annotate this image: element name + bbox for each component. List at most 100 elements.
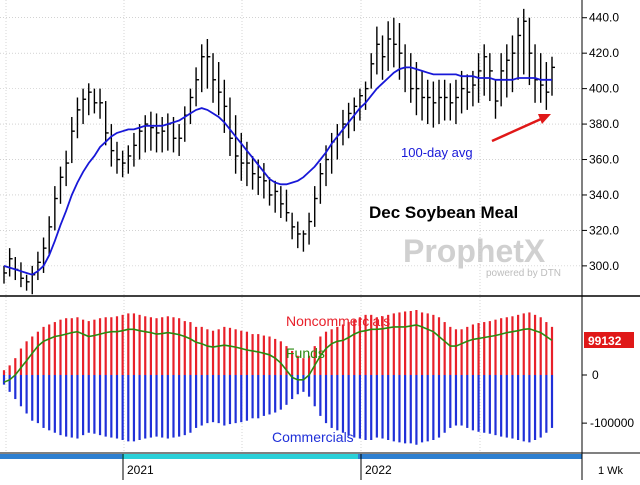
price-bar — [483, 44, 488, 96]
price-bar — [308, 212, 313, 245]
avg-annotation: 100-day avg — [401, 145, 473, 160]
price-bar — [25, 274, 30, 291]
price-bar — [195, 67, 200, 107]
price-bar — [274, 180, 279, 213]
price-bar — [460, 70, 465, 114]
price-bar — [223, 79, 228, 133]
x-label-2022: 2022 — [365, 463, 392, 477]
price-bar — [551, 56, 555, 96]
label-noncommercials: Noncommercials — [286, 313, 390, 329]
cot-tick-label: 0 — [592, 368, 599, 382]
price-bar — [201, 44, 205, 93]
price-bar — [251, 155, 256, 190]
price-bar — [297, 221, 301, 249]
price-bar — [82, 88, 87, 125]
price-bar — [20, 262, 24, 288]
price-bar — [240, 132, 245, 181]
moving-average-line — [3, 66, 552, 276]
gridlines — [0, 0, 582, 453]
price-bar — [3, 265, 7, 284]
scrollbar-thumb[interactable] — [122, 454, 358, 459]
price-bar — [410, 53, 414, 103]
price-bar — [8, 248, 13, 277]
price-bar — [54, 186, 58, 231]
price-bar — [37, 251, 41, 281]
price-bar — [246, 141, 250, 187]
trend-arrow — [491, 114, 551, 143]
price-bar — [121, 150, 126, 178]
price-bar — [76, 97, 81, 139]
current-value-label: 99132 — [588, 334, 622, 348]
price-bar — [116, 141, 120, 174]
period-label: 1 Wk — [598, 465, 624, 477]
label-commercials: Commercials — [272, 429, 354, 445]
price-bars-group — [3, 8, 555, 295]
price-bar — [144, 115, 149, 153]
price-tick-label: 440.0 — [589, 11, 619, 25]
chart-title: Dec Soybean Meal — [369, 203, 518, 222]
price-bar — [127, 145, 132, 174]
price-bar — [88, 83, 92, 116]
price-bar — [104, 101, 109, 146]
price-bar — [229, 97, 233, 156]
price-bar — [364, 81, 369, 110]
price-bar — [494, 79, 499, 119]
funds-line-group — [3, 324, 553, 383]
price-bar — [65, 150, 70, 187]
price-bar — [376, 26, 380, 75]
price-tick-label: 340.0 — [589, 188, 619, 202]
price-bar — [342, 109, 346, 146]
cot-bars-group — [2, 310, 554, 445]
price-bar — [523, 8, 527, 75]
price-bar — [545, 62, 550, 110]
price-tick-label: 400.0 — [589, 82, 619, 96]
price-tick-label: 360.0 — [589, 153, 619, 167]
price-bar — [455, 79, 459, 125]
price-bar — [178, 124, 183, 156]
price-bar — [302, 230, 307, 252]
price-bar — [381, 35, 386, 80]
price-bar — [319, 163, 324, 204]
price-bar — [415, 62, 420, 116]
price-bar — [291, 212, 296, 240]
x-label-2021: 2021 — [127, 463, 154, 477]
price-bar — [268, 177, 273, 206]
price-bar — [421, 70, 426, 121]
price-bar — [150, 111, 154, 151]
funds-line — [3, 324, 553, 383]
price-bar — [506, 44, 510, 98]
watermark-tagline: powered by DTN — [486, 268, 561, 279]
price-bar — [517, 17, 522, 80]
price-bar — [93, 88, 98, 114]
label-funds: Funds — [286, 345, 325, 361]
cot-tick-label: -100000 — [590, 416, 634, 430]
price-bar — [398, 23, 403, 80]
price-bar — [138, 124, 143, 160]
price-bar — [280, 186, 284, 219]
cot-y-axis: 0 -100000 — [582, 368, 634, 430]
price-bar — [99, 88, 104, 119]
price-bar — [534, 44, 539, 103]
price-bar — [449, 83, 454, 121]
price-bar — [511, 35, 516, 93]
price-bar — [540, 53, 544, 103]
price-tick-label: 420.0 — [589, 46, 619, 60]
price-bar — [443, 79, 448, 121]
price-bar — [285, 189, 290, 222]
price-bar — [528, 17, 533, 86]
price-tick-label: 380.0 — [589, 117, 619, 131]
price-bar — [212, 53, 217, 103]
price-bar — [155, 113, 160, 153]
price-bar — [347, 102, 352, 139]
price-bar — [234, 115, 239, 174]
price-bar — [206, 38, 211, 89]
price-bar — [370, 53, 375, 89]
price-bar — [59, 166, 64, 204]
price-bar — [438, 79, 443, 125]
price-bar — [427, 79, 431, 125]
price-bar — [432, 81, 437, 128]
moving-average-group — [3, 66, 552, 276]
watermark-brand: ProphetX — [403, 233, 546, 269]
